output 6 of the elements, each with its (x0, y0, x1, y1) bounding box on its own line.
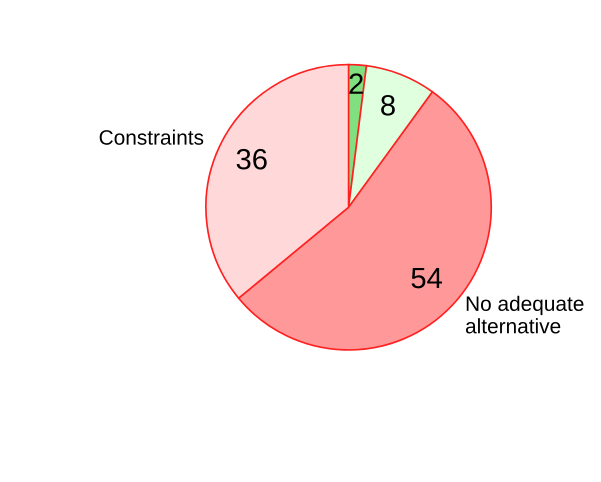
data-label: 54 (412, 268, 442, 288)
slice-label: Constraints (100, 130, 204, 145)
data-label: 2 (350, 73, 363, 94)
data-label: 8 (381, 94, 395, 116)
slice-label: No adequate alternative (466, 296, 584, 334)
data-label: 36 (236, 148, 267, 170)
